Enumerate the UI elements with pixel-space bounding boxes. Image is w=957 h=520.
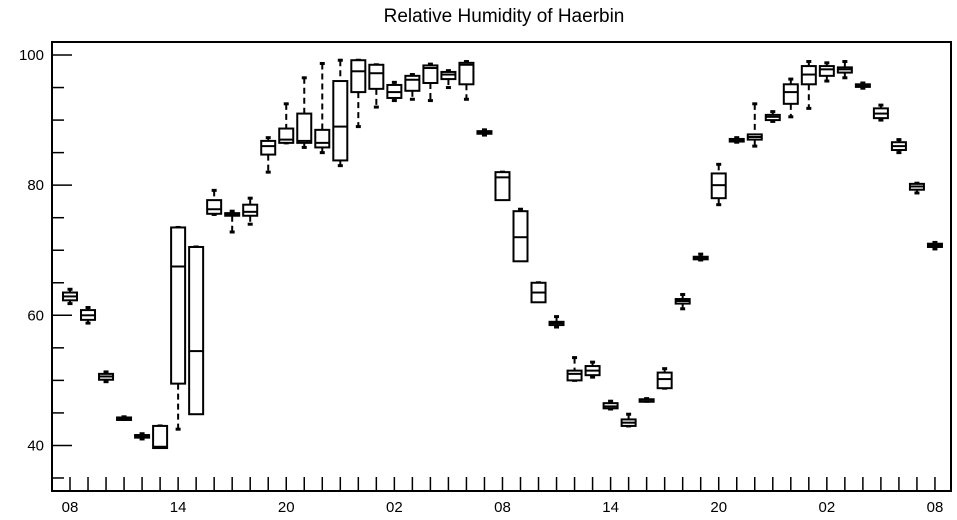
box-iqr: [188, 245, 205, 416]
box-iqr: [458, 61, 475, 86]
chart-title: Relative Humidity of Haerbin: [384, 6, 625, 27]
box-plot-item: [458, 60, 475, 101]
x-axis: 08 14 20 02 08 14 20 02 08: [62, 477, 944, 516]
x-tick-label: 14: [602, 499, 619, 516]
box-plot-item: [386, 80, 403, 103]
box-plot-item: [62, 287, 78, 306]
x-tick-label: 08: [62, 499, 79, 516]
box-plot-item: [530, 281, 547, 304]
x-tick-label: 20: [710, 499, 727, 516]
box-plot-item: [476, 128, 493, 137]
box-iqr: [782, 83, 799, 105]
box-plot-item: [548, 315, 565, 329]
box-plot-item: [260, 136, 277, 174]
box-iqr: [314, 128, 331, 149]
x-tick-label: 14: [170, 499, 187, 516]
box-iqr: [368, 63, 385, 90]
x-tick-label: 08: [927, 499, 944, 516]
box-plot-item: [152, 424, 169, 450]
x-tick-label: 08: [494, 499, 511, 516]
box-plot-item: [512, 207, 529, 263]
box-iqr: [170, 226, 187, 385]
box-plot-item: [584, 360, 601, 379]
y-tick-label: 40: [27, 437, 44, 454]
box-plot-item: [368, 63, 385, 109]
box-plot-item: [692, 252, 709, 262]
box-plot-item: [746, 102, 763, 148]
box-plot-item: [782, 77, 799, 119]
box-plot-item: [422, 62, 439, 103]
y-tick-label: 80: [27, 177, 44, 194]
box-plot-item: [764, 110, 781, 123]
box-plot-item: [134, 432, 151, 441]
x-tick-label: 02: [386, 499, 403, 516]
box-iqr: [260, 139, 277, 156]
y-axis: 40 60 80 100: [19, 47, 72, 479]
box-plot-item: [314, 61, 331, 155]
box-plot-item: [620, 412, 637, 428]
box-plot-item: [872, 103, 889, 122]
box-plot-item: [890, 138, 907, 155]
box-plot-item: [206, 188, 223, 216]
box-iqr: [350, 59, 367, 94]
box-plot-item: [728, 136, 745, 144]
box-iqr: [566, 369, 583, 382]
plot-frame: [51, 41, 952, 492]
box-plot-item: [800, 60, 817, 110]
box-iqr: [422, 64, 439, 84]
box-plot-item: [170, 225, 187, 431]
box-plot-item: [188, 245, 205, 416]
y-tick-label: 100: [19, 47, 44, 64]
box-iqr: [404, 74, 421, 92]
box-plot-item: [674, 292, 691, 311]
box-plot-item: [440, 69, 457, 90]
box-plot-item: [656, 367, 673, 390]
box-iqr: [152, 424, 169, 450]
box-series: [62, 58, 943, 450]
box-iqr: [818, 65, 835, 77]
box-plot-item: [224, 209, 241, 234]
box-iqr: [278, 127, 295, 144]
box-plot-item: [638, 397, 655, 403]
box-plot-item: [332, 58, 349, 168]
box-iqr: [332, 80, 349, 162]
box-iqr: [206, 199, 223, 215]
box-plot-item: [242, 196, 259, 226]
box-plot-item: [494, 170, 511, 202]
box-plot-item: [854, 81, 871, 90]
box-plot-item: [566, 356, 583, 382]
box-iqr: [656, 371, 673, 390]
box-plot-item: [80, 305, 97, 325]
box-plot-item: [710, 162, 727, 207]
box-iqr: [494, 171, 511, 202]
box-plot-item: [296, 76, 313, 149]
box-plot-item: [278, 102, 295, 145]
box-plot-item: [116, 415, 133, 421]
box-iqr: [296, 112, 313, 144]
x-tick-label: 20: [278, 499, 295, 516]
y-tick-label: 60: [27, 307, 44, 324]
box-plot-item: [98, 370, 115, 384]
box-plot-item: [818, 61, 835, 83]
box-plot-item: [602, 399, 619, 411]
box-iqr: [242, 203, 259, 217]
x-tick-label: 02: [818, 499, 835, 516]
box-plot-item: [404, 73, 421, 101]
box-plot-item: [350, 58, 367, 129]
box-plot-item: [836, 60, 853, 80]
box-plot-item: [926, 240, 943, 251]
box-plot-item: [908, 181, 925, 195]
